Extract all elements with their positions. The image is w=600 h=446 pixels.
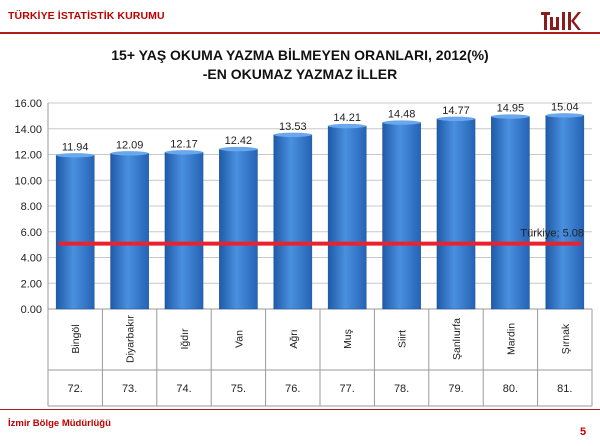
header-divider	[0, 32, 600, 34]
category-label: Şanlıurfa	[451, 318, 463, 360]
bar	[219, 148, 258, 310]
bar-top	[382, 120, 421, 125]
bar	[436, 118, 476, 310]
footer-office: İzmir Bölge Müdürlüğü	[8, 418, 111, 429]
data-label: 14.21	[333, 112, 361, 124]
rank-label: 76.	[285, 383, 300, 395]
bar	[55, 155, 95, 310]
data-label: 14.48	[388, 109, 416, 121]
rank-label: 80.	[503, 383, 518, 395]
data-label: 12.09	[116, 139, 144, 151]
bar	[545, 115, 585, 310]
y-tick-label: 0.00	[21, 304, 42, 316]
bar	[491, 116, 530, 310]
category-label: Muş	[342, 329, 354, 349]
y-tick-label: 6.00	[21, 227, 42, 239]
category-label: Bingöl	[70, 324, 82, 353]
data-label: 12.17	[170, 138, 198, 150]
chart-title: 15+ YAŞ OKUMA YAZMA BİLMEYEN ORANLARI, 2…	[111, 47, 489, 63]
rank-label: 81.	[557, 383, 572, 395]
chart-subtitle: -EN OKUMAZ YAZMAZ İLLER	[202, 66, 398, 82]
bar-top	[164, 150, 204, 155]
footer-divider	[0, 409, 600, 410]
rank-label: 72.	[68, 383, 83, 395]
category-label: Ağrı	[288, 329, 300, 348]
bar-top	[110, 151, 149, 156]
tuik-logo-icon	[541, 12, 581, 30]
data-label: 12.42	[225, 135, 253, 147]
rank-label: 73.	[122, 383, 137, 395]
bar-top	[56, 153, 95, 158]
y-tick-label: 2.00	[21, 278, 42, 290]
rank-label: 75.	[231, 383, 246, 395]
organization-title: TÜRKİYE İSTATİSTİK KURUMU	[8, 10, 165, 22]
rank-label: 78.	[394, 383, 409, 395]
bar	[382, 122, 421, 310]
rank-label: 74.	[176, 383, 191, 395]
bar	[110, 153, 149, 310]
bar	[164, 152, 204, 310]
data-label: 11.94	[62, 141, 89, 153]
bar-top	[545, 113, 584, 118]
y-tick-label: 14.00	[14, 124, 42, 136]
y-tick-label: 16.00	[14, 98, 42, 110]
data-label: 14.77	[442, 105, 470, 117]
bar	[273, 134, 313, 310]
bar-top	[328, 123, 367, 129]
bar-top	[219, 146, 258, 152]
bar	[327, 125, 367, 310]
category-label: Mardin	[505, 323, 517, 355]
y-tick-label: 8.00	[21, 201, 42, 213]
bar-top	[273, 132, 312, 138]
category-label: Siirt	[397, 330, 409, 348]
rank-label: 77.	[340, 383, 355, 395]
category-label: Iğdır	[179, 328, 191, 350]
category-label: Van	[233, 330, 245, 348]
page-number: 5	[580, 426, 587, 438]
reference-line-label: Türkiye; 5.08	[520, 228, 584, 240]
chart-title-block: 15+ YAŞ OKUMA YAZMA BİLMEYEN ORANLARI, 2…	[0, 46, 600, 84]
category-label: Diyarbakır	[125, 315, 137, 363]
bar-top	[491, 114, 530, 119]
y-tick-label: 12.00	[14, 150, 42, 162]
bar-top	[436, 116, 476, 122]
data-label: 13.53	[279, 121, 307, 133]
category-label: Şırnak	[560, 323, 572, 354]
y-tick-label: 10.00	[14, 175, 42, 187]
rank-label: 79.	[448, 383, 463, 395]
data-label: 14.95	[497, 103, 525, 115]
data-label: 15.04	[551, 101, 579, 113]
y-tick-label: 4.00	[21, 253, 42, 265]
